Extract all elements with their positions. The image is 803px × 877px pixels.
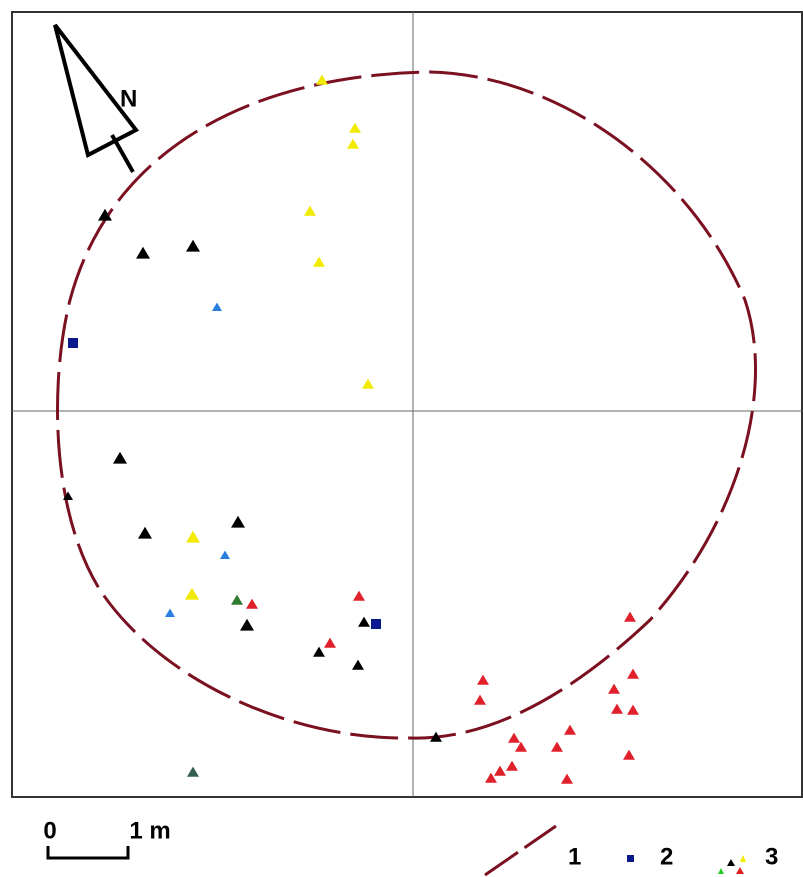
find-triangle [186, 239, 200, 252]
find-triangle [185, 587, 199, 600]
find-triangle [353, 590, 365, 601]
find-triangle [246, 598, 258, 609]
find-triangle [349, 122, 361, 133]
find-triangle [358, 616, 370, 627]
find-triangle [220, 550, 230, 559]
find-triangle [551, 741, 563, 752]
find-triangle [186, 530, 200, 543]
find-triangle [485, 772, 497, 783]
finds [63, 74, 639, 784]
scale-end: 1 m [129, 817, 170, 844]
scale-bar: 0 1 m [43, 817, 171, 860]
find-square [371, 619, 381, 629]
find-triangle [316, 74, 328, 85]
find-triangle [611, 703, 623, 714]
find-triangle [231, 594, 243, 605]
find-triangle [627, 668, 639, 679]
find-triangle [508, 732, 520, 743]
find-triangle [231, 515, 245, 528]
scale-start: 0 [43, 817, 56, 844]
legend-outline-symbol [484, 824, 557, 877]
find-triangle [627, 704, 639, 715]
find-triangle [313, 646, 325, 657]
find-triangle [474, 694, 486, 705]
find-triangle [313, 256, 325, 267]
find-triangle [515, 741, 527, 752]
find-triangle [63, 491, 73, 500]
find-triangle [608, 683, 620, 694]
find-triangle [165, 608, 175, 617]
find-triangle [347, 138, 359, 149]
find-triangle [623, 749, 635, 760]
north-label: N [120, 85, 137, 112]
frame [11, 11, 803, 798]
legend-triangle-symbols [718, 855, 746, 874]
find-triangle [113, 451, 127, 464]
find-triangle [352, 659, 364, 670]
find-triangle [494, 765, 506, 776]
find-triangle [304, 205, 316, 216]
legend: 1 2 3 [484, 824, 778, 877]
find-triangle [212, 302, 222, 311]
find-triangle [430, 731, 442, 742]
find-square [68, 338, 78, 348]
pit-outline [56, 70, 757, 740]
find-triangle [564, 724, 576, 735]
legend-label: 2 [660, 843, 673, 870]
find-triangle [362, 378, 374, 389]
find-triangle [240, 618, 254, 631]
find-triangle [324, 637, 336, 648]
legend-label: 1 [568, 843, 581, 870]
find-triangle [561, 773, 573, 784]
north-arrow [53, 23, 140, 173]
legend-label: 3 [765, 843, 778, 870]
find-triangle [624, 611, 636, 622]
legend-square-symbol [627, 855, 634, 862]
find-triangle [187, 766, 199, 777]
find-triangle [506, 760, 518, 771]
find-triangle [477, 674, 489, 685]
find-triangle [98, 208, 112, 221]
find-triangle [136, 246, 150, 259]
find-triangle [138, 526, 152, 539]
